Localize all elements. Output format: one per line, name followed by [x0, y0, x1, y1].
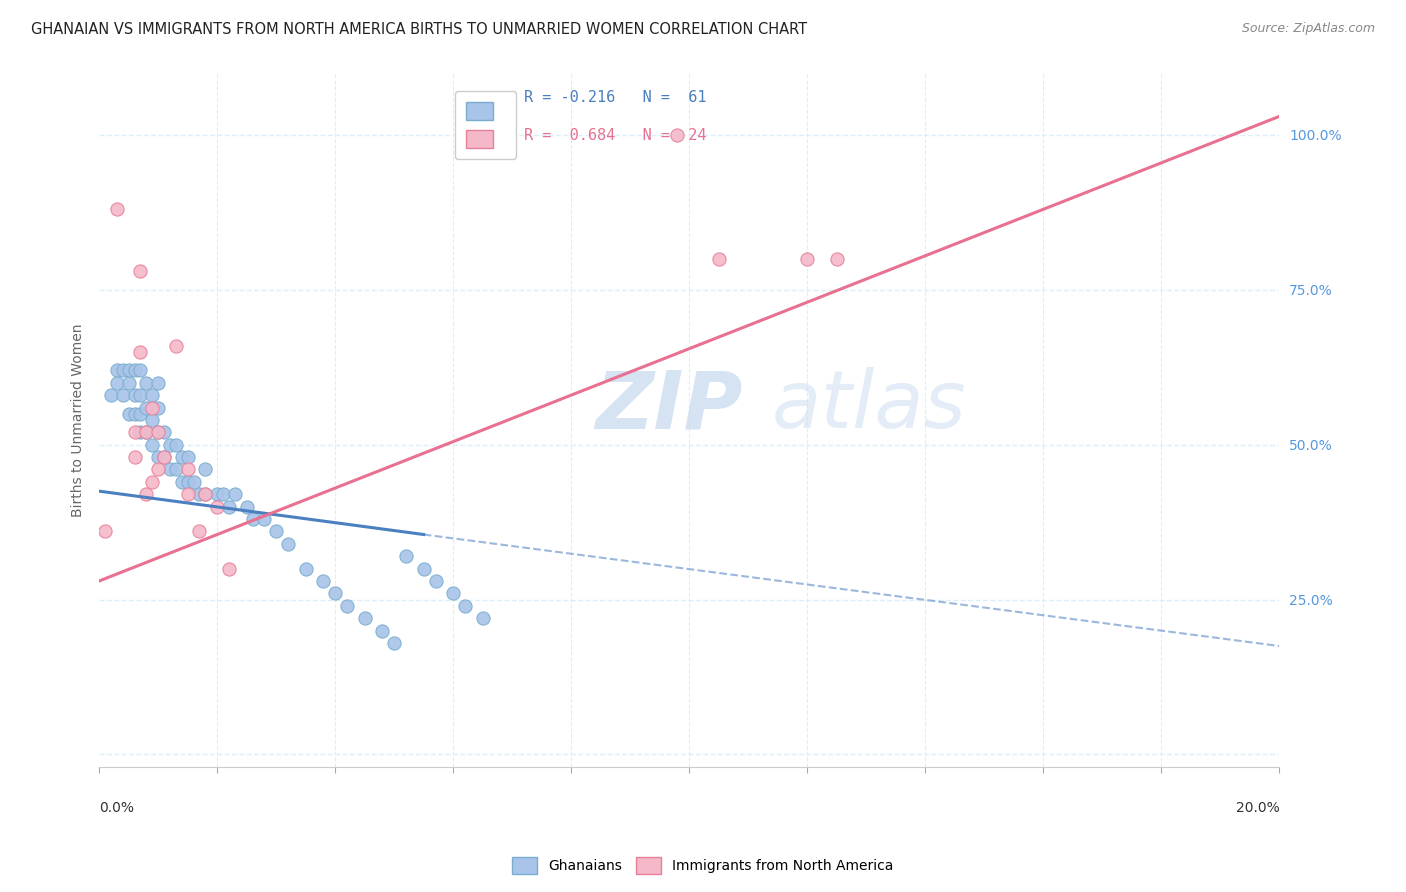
Point: [194, 487, 217, 501]
Point: [146, 425, 169, 440]
Point: [825, 252, 848, 266]
Point: [312, 574, 335, 588]
Text: R = -0.216   N =  61: R = -0.216 N = 61: [524, 90, 707, 105]
Point: [117, 407, 139, 421]
Point: [129, 363, 152, 377]
Point: [194, 462, 217, 476]
Point: [111, 363, 134, 377]
Point: [146, 401, 169, 415]
Point: [218, 561, 240, 575]
Point: [224, 487, 246, 501]
Point: [353, 611, 375, 625]
Point: [707, 252, 730, 266]
Point: [153, 425, 176, 440]
Point: [382, 636, 405, 650]
Point: [395, 549, 418, 564]
Point: [176, 475, 198, 489]
Point: [94, 524, 117, 539]
Point: [183, 475, 205, 489]
Point: [253, 512, 276, 526]
Point: [441, 586, 464, 600]
Text: ZIP: ZIP: [595, 367, 742, 445]
Point: [135, 425, 157, 440]
Point: [141, 413, 163, 427]
Point: [135, 487, 157, 501]
Text: atlas: atlas: [772, 367, 967, 445]
Point: [165, 462, 187, 476]
Point: [425, 574, 447, 588]
Point: [412, 561, 434, 575]
Point: [141, 475, 163, 489]
Point: [135, 425, 157, 440]
Point: [188, 487, 211, 501]
Point: [242, 512, 264, 526]
Point: [323, 586, 346, 600]
Point: [117, 376, 139, 390]
Point: [124, 388, 146, 402]
Point: [454, 599, 477, 613]
Point: [111, 388, 134, 402]
Point: [165, 338, 187, 352]
Point: [666, 128, 689, 142]
Point: [188, 524, 211, 539]
Point: [146, 450, 169, 464]
Point: [170, 450, 193, 464]
Point: [105, 202, 128, 217]
Point: [141, 388, 163, 402]
Point: [159, 438, 181, 452]
Point: [124, 407, 146, 421]
Point: [117, 363, 139, 377]
Point: [205, 500, 228, 514]
Point: [170, 475, 193, 489]
Point: [135, 401, 157, 415]
Point: [135, 376, 157, 390]
Point: [124, 425, 146, 440]
Point: [176, 450, 198, 464]
Point: [129, 264, 152, 278]
Point: [146, 425, 169, 440]
Point: [129, 388, 152, 402]
Point: [129, 407, 152, 421]
Point: [105, 363, 128, 377]
Point: [129, 344, 152, 359]
Point: [146, 376, 169, 390]
Point: [471, 611, 494, 625]
Point: [212, 487, 235, 501]
Point: [194, 487, 217, 501]
Point: [176, 487, 198, 501]
Point: [176, 462, 198, 476]
Point: [124, 363, 146, 377]
Point: [153, 450, 176, 464]
Text: Source: ZipAtlas.com: Source: ZipAtlas.com: [1241, 22, 1375, 36]
Point: [129, 425, 152, 440]
Point: [159, 462, 181, 476]
Point: [205, 487, 228, 501]
Point: [218, 500, 240, 514]
Text: R =  0.684   N =  24: R = 0.684 N = 24: [524, 128, 707, 144]
Point: [371, 624, 394, 638]
Point: [124, 450, 146, 464]
Text: 20.0%: 20.0%: [1236, 801, 1279, 815]
Point: [277, 537, 299, 551]
Point: [796, 252, 818, 266]
Point: [294, 561, 316, 575]
Point: [264, 524, 287, 539]
Point: [141, 401, 163, 415]
Point: [146, 462, 169, 476]
Point: [165, 438, 187, 452]
Point: [100, 388, 122, 402]
Legend: , : ,: [456, 91, 516, 159]
Text: GHANAIAN VS IMMIGRANTS FROM NORTH AMERICA BIRTHS TO UNMARRIED WOMEN CORRELATION : GHANAIAN VS IMMIGRANTS FROM NORTH AMERIC…: [31, 22, 807, 37]
Legend: Ghanaians, Immigrants from North America: Ghanaians, Immigrants from North America: [505, 850, 901, 880]
Point: [153, 450, 176, 464]
Point: [336, 599, 359, 613]
Y-axis label: Births to Unmarried Women: Births to Unmarried Women: [72, 323, 86, 516]
Point: [141, 438, 163, 452]
Text: 0.0%: 0.0%: [100, 801, 134, 815]
Point: [105, 376, 128, 390]
Point: [235, 500, 257, 514]
